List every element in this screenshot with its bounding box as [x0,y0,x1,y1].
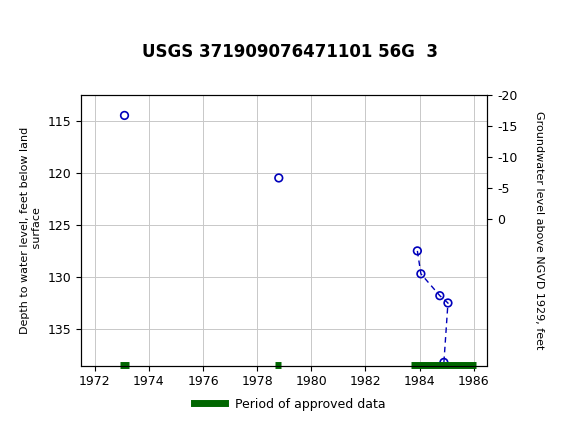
Legend: Period of approved data: Period of approved data [189,393,391,416]
Y-axis label: Depth to water level, feet below land
 surface: Depth to water level, feet below land su… [20,126,42,334]
Text: ≈USGS: ≈USGS [3,11,79,30]
Y-axis label: Groundwater level above NGVD 1929, feet: Groundwater level above NGVD 1929, feet [534,111,544,349]
Point [413,247,422,254]
Point [416,270,426,277]
Point [443,300,452,307]
Point [435,292,444,299]
Point [274,175,284,181]
Point [439,359,448,366]
Point [120,112,129,119]
Text: USGS 371909076471101 56G  3: USGS 371909076471101 56G 3 [142,43,438,61]
